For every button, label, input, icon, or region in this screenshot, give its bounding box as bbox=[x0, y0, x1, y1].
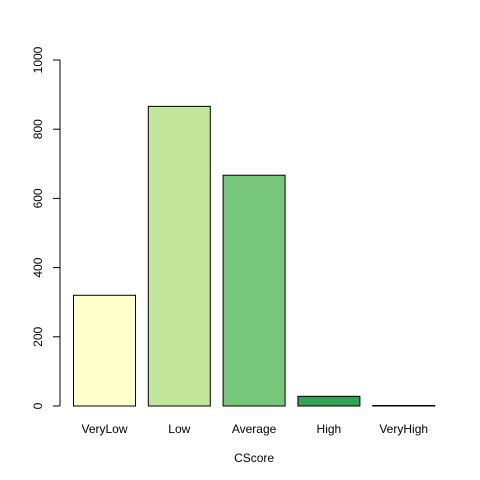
y-axis: 0 200 400 600 800 1000 bbox=[31, 46, 61, 409]
y-tick-label-800: 800 bbox=[31, 119, 45, 139]
y-tick-label-200: 200 bbox=[31, 326, 45, 346]
x-tick-label-high: High bbox=[317, 422, 342, 436]
bar-veryhigh bbox=[372, 405, 436, 407]
x-tick-label-veryhigh: VeryHigh bbox=[379, 422, 428, 436]
y-tick-label-1000: 1000 bbox=[31, 46, 45, 73]
bar-verylow bbox=[73, 294, 136, 407]
x-tick-label-verylow: VeryLow bbox=[81, 422, 127, 436]
x-axis-labels: VeryLow Low Average High VeryHigh bbox=[81, 422, 428, 436]
y-tick-label-0: 0 bbox=[31, 402, 45, 409]
y-tick-label-600: 600 bbox=[31, 188, 45, 208]
bar-high bbox=[297, 395, 361, 407]
y-tick-label-400: 400 bbox=[31, 257, 45, 277]
x-tick-label-average: Average bbox=[232, 422, 277, 436]
bars bbox=[73, 105, 436, 407]
x-tick-label-low: Low bbox=[168, 422, 190, 436]
x-axis-title: CScore bbox=[234, 451, 274, 465]
bar-average bbox=[222, 174, 286, 407]
bar-low bbox=[147, 105, 211, 407]
